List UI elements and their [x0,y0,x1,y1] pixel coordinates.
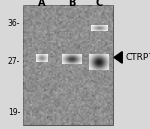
Text: CTRP7: CTRP7 [125,53,150,62]
Text: 19-: 19- [8,108,20,117]
Polygon shape [114,52,122,63]
FancyBboxPatch shape [23,5,112,125]
Text: 27-: 27- [8,57,20,66]
Text: C: C [95,0,103,8]
Text: B: B [68,0,76,8]
Text: A: A [38,0,46,8]
Text: 36-: 36- [8,19,20,28]
